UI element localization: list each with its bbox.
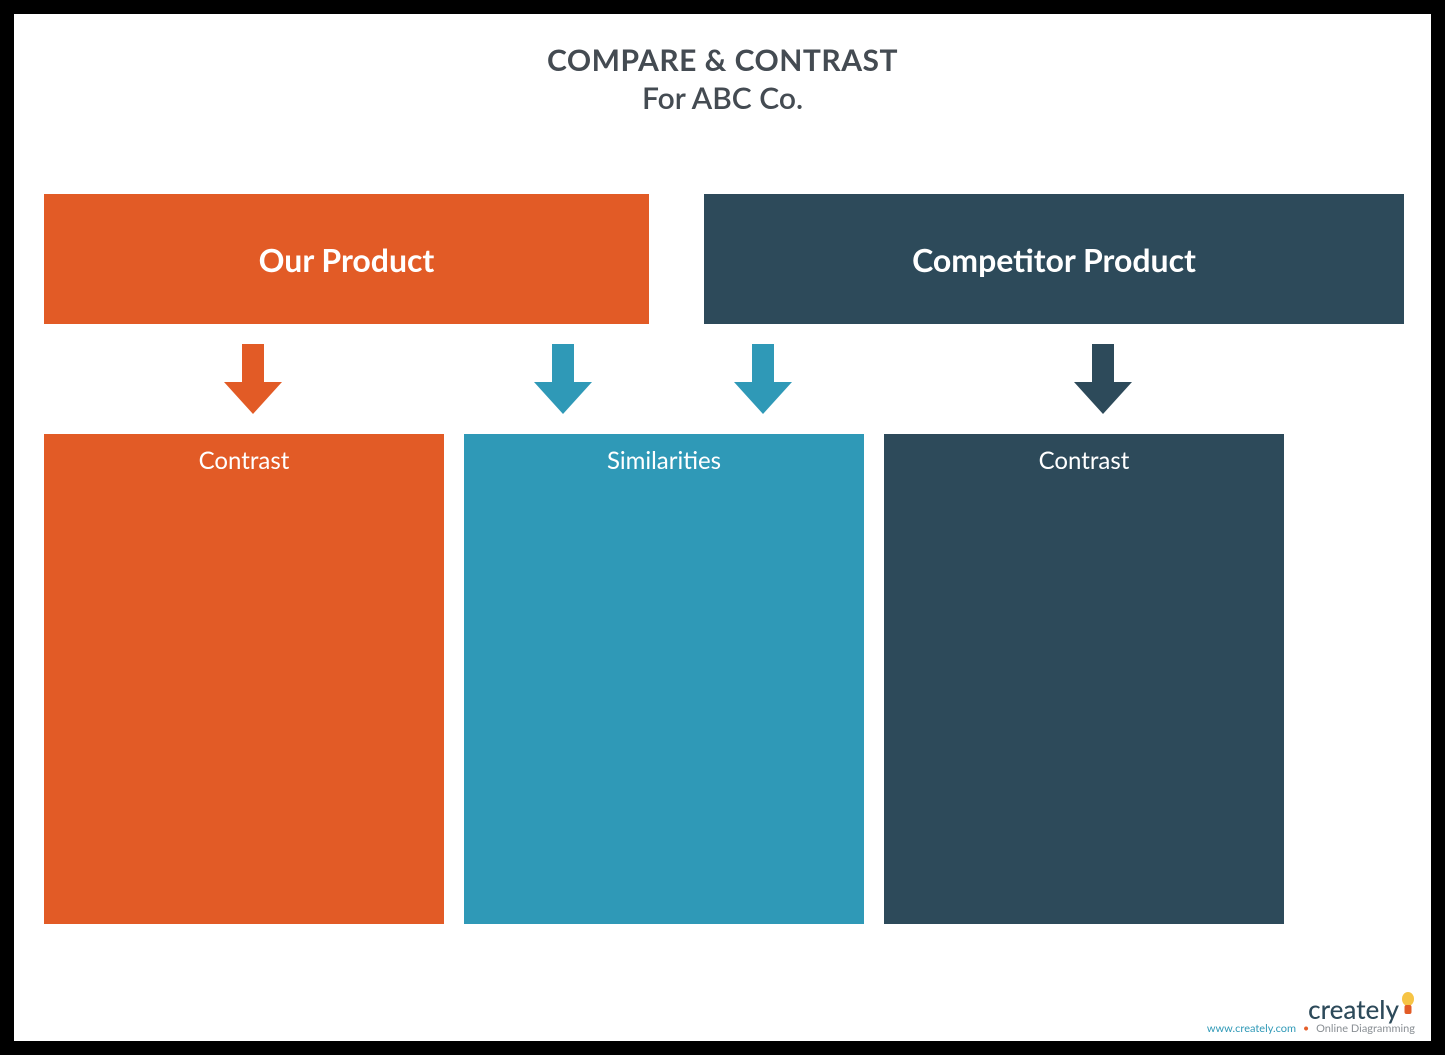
title-line-2: For ABC Co. xyxy=(14,80,1431,118)
arrow-down-icon xyxy=(224,344,282,418)
arrow-down-icon xyxy=(734,344,792,418)
arrow-down-icon xyxy=(1074,344,1132,418)
arrow-down-icon xyxy=(534,344,592,418)
title-line-1: COMPARE & CONTRAST xyxy=(14,42,1431,80)
header-our-product-label: Our Product xyxy=(259,240,435,279)
column-contrast-left: Contrast xyxy=(44,434,444,924)
footer: creately www.creately.com • Online Diagr… xyxy=(1207,994,1415,1035)
header-competitor-product-label: Competitor Product xyxy=(912,240,1196,279)
logo: creately xyxy=(1207,994,1415,1022)
header-competitor-product: Competitor Product xyxy=(704,194,1404,324)
column-similarities: Similarities xyxy=(464,434,864,924)
footer-subline: www.creately.com • Online Diagramming xyxy=(1207,1022,1415,1035)
column-contrast-left-label: Contrast xyxy=(199,446,290,475)
logo-text: creately xyxy=(1308,996,1399,1022)
column-contrast-right-label: Contrast xyxy=(1039,446,1130,475)
lightbulb-icon xyxy=(1401,992,1415,1020)
footer-separator: • xyxy=(1303,1022,1309,1035)
diagram-canvas: COMPARE & CONTRAST For ABC Co. Our Produ… xyxy=(14,14,1431,1041)
header-our-product: Our Product xyxy=(44,194,649,324)
column-similarities-label: Similarities xyxy=(607,446,721,475)
title-block: COMPARE & CONTRAST For ABC Co. xyxy=(14,42,1431,117)
column-contrast-right: Contrast xyxy=(884,434,1284,924)
footer-link: www.creately.com xyxy=(1207,1022,1296,1035)
outer-frame: COMPARE & CONTRAST For ABC Co. Our Produ… xyxy=(0,0,1445,1055)
footer-tagline: Online Diagramming xyxy=(1316,1022,1415,1035)
